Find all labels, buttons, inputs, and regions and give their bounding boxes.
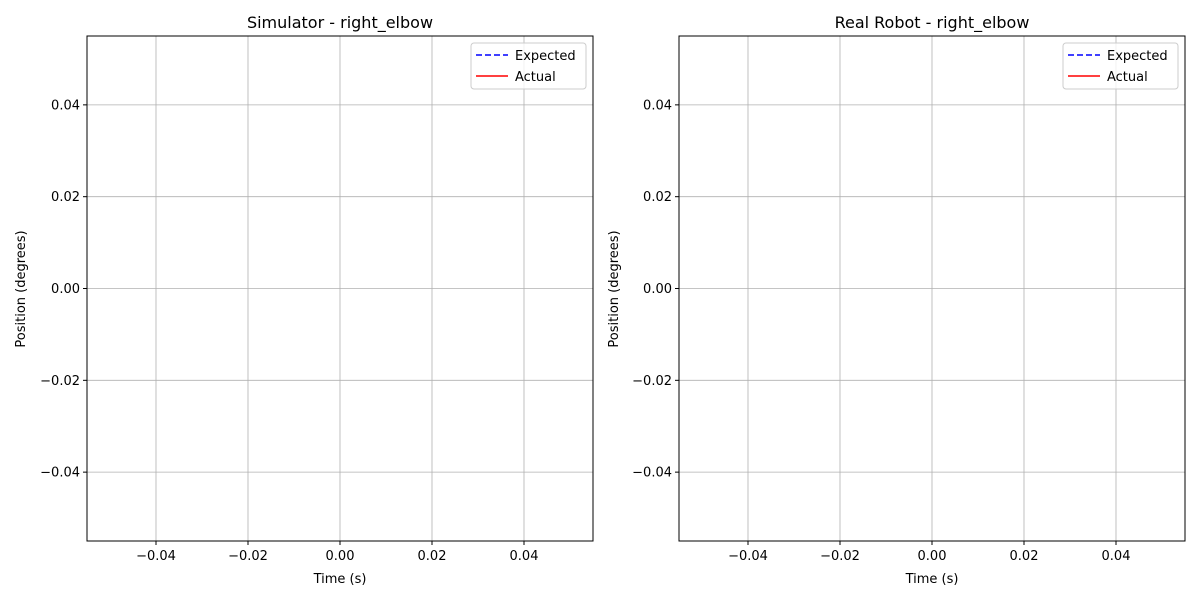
y-tick-label: −0.04 (40, 466, 80, 481)
legend: Expected Actual (470, 42, 587, 90)
x-tick-label: −0.04 (136, 549, 176, 564)
x-axis-label: Time (s) (313, 572, 367, 587)
chart-title: Simulator - right_elbow (247, 13, 433, 33)
plot-frame (86, 35, 594, 542)
y-axis-label: Position (degrees) (14, 230, 29, 347)
x-tick-label: 0.00 (918, 549, 947, 564)
y-axis-label: Position (degrees) (607, 230, 622, 347)
y-ticks: −0.04 −0.02 0.00 0.02 0.04 (40, 98, 87, 481)
y-tick-label: 0.02 (51, 190, 80, 205)
legend-label-actual: Actual (515, 70, 556, 85)
x-tick-label: 0.04 (1102, 549, 1131, 564)
y-tick-label: −0.02 (40, 374, 80, 389)
legend-label-actual: Actual (1107, 70, 1148, 85)
chart-title: Real Robot - right_elbow (835, 13, 1030, 33)
subplot-real-robot: Real Robot - right_elbow Time (s) Positi… (607, 13, 1186, 587)
subplot-simulator: Simulator - right_elbow Time (s) Positio… (14, 13, 594, 587)
x-tick-label: 0.02 (1010, 549, 1039, 564)
x-tick-label: −0.04 (728, 549, 768, 564)
x-tick-label: 0.04 (510, 549, 539, 564)
x-axis-label: Time (s) (905, 572, 959, 587)
x-tick-label: −0.02 (820, 549, 860, 564)
y-tick-label: 0.04 (51, 98, 80, 113)
y-tick-label: 0.04 (643, 98, 672, 113)
y-tick-label: −0.04 (632, 466, 672, 481)
x-tick-label: 0.02 (418, 549, 447, 564)
y-tick-label: 0.02 (643, 190, 672, 205)
y-ticks: −0.04 −0.02 0.00 0.02 0.04 (632, 98, 679, 481)
y-tick-label: 0.00 (51, 282, 80, 297)
x-tick-label: 0.00 (326, 549, 355, 564)
x-ticks: −0.04 −0.02 0.00 0.02 0.04 (728, 541, 1130, 564)
x-tick-label: −0.02 (228, 549, 268, 564)
y-tick-label: 0.00 (643, 282, 672, 297)
legend-label-expected: Expected (1107, 49, 1168, 64)
legend-label-expected: Expected (515, 49, 576, 64)
grid (87, 36, 593, 541)
grid (679, 36, 1185, 541)
legend: Expected Actual (1062, 42, 1179, 90)
y-tick-label: −0.02 (632, 374, 672, 389)
plot-frame (678, 35, 1186, 542)
x-ticks: −0.04 −0.02 0.00 0.02 0.04 (136, 541, 538, 564)
